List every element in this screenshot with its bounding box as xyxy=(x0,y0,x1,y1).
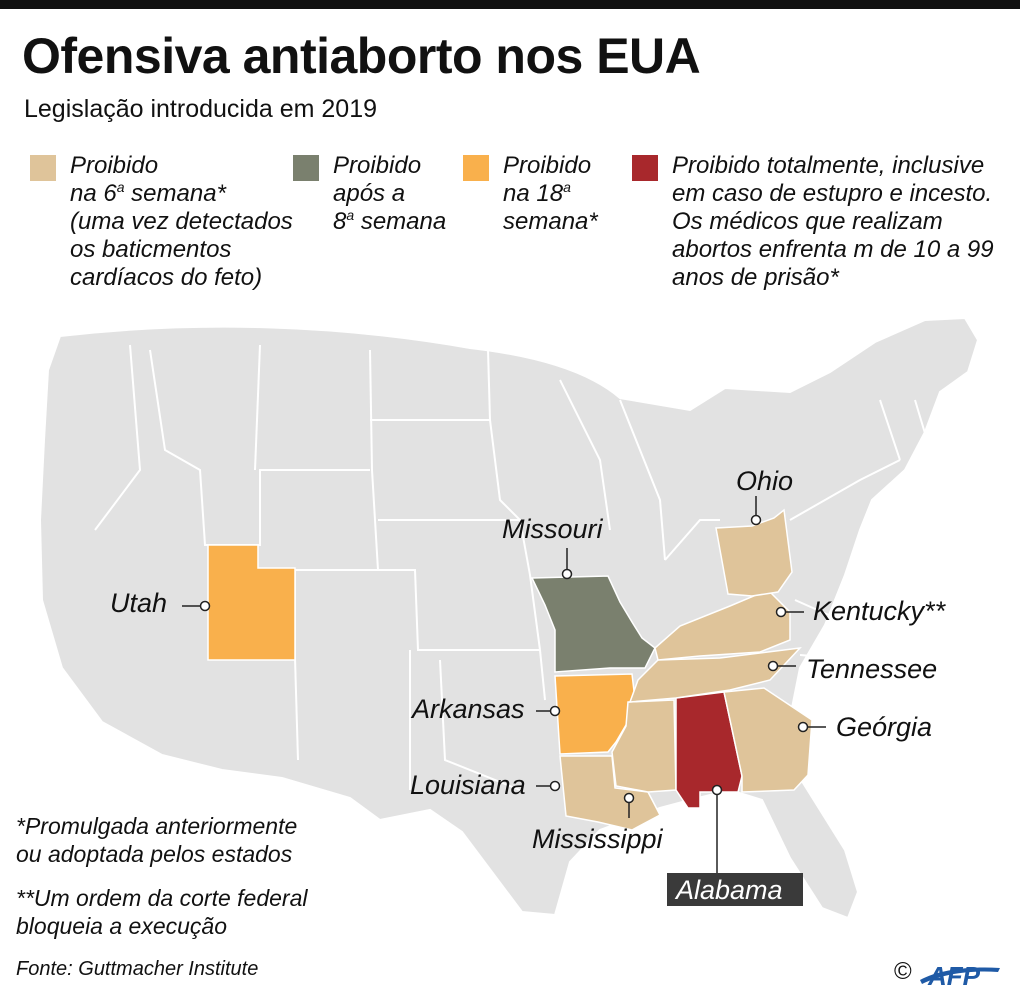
legend-swatch xyxy=(30,155,56,181)
state-border xyxy=(914,399,931,451)
state-border xyxy=(539,649,546,701)
legend-item-18-weeks: Proibido na 18a semana* xyxy=(463,152,598,236)
page-title: Ofensiva antiaborto nos EUA xyxy=(22,28,701,84)
state-border xyxy=(370,419,521,521)
marker-utah xyxy=(199,600,211,612)
legend-line: Proibido xyxy=(333,152,422,179)
afp-logo-text: AFP xyxy=(927,961,981,990)
label-tennessee: Tennessee xyxy=(806,654,937,684)
legend-line: (uma vez detectados xyxy=(70,208,293,235)
legend-line: após a xyxy=(333,180,406,207)
state-border xyxy=(794,599,880,621)
legend-line: Proibido xyxy=(503,152,592,179)
label-utah: Utah xyxy=(110,588,167,618)
legend-line: Proibido xyxy=(70,152,159,179)
footnote-line: ou adoptada pelos estados xyxy=(16,841,293,867)
legend-swatch xyxy=(293,155,319,181)
label-arkansas: Arkansas xyxy=(410,694,525,724)
marker-missouri xyxy=(561,568,573,580)
us-map: Utah Missouri Arkansas Louisiana Mississ… xyxy=(38,316,980,920)
legend-line: 8a semana xyxy=(333,207,447,235)
page-subtitle: Legislação introducida em 2019 xyxy=(24,95,378,123)
copyright-symbol: © xyxy=(894,958,912,985)
label-louisiana: Louisiana xyxy=(410,770,526,800)
marker-georgia xyxy=(797,721,809,733)
state-border xyxy=(149,349,370,546)
legend-line: abortos enfrenta m de 10 a 99 xyxy=(672,236,994,263)
state-border xyxy=(799,654,871,691)
footnote-line: **Um ordem da corte federal xyxy=(16,885,308,911)
legend-item-8-weeks: Proibido após a 8a semana xyxy=(293,152,446,236)
state-border xyxy=(378,519,541,651)
legend-line: Proibido totalmente, inclusive xyxy=(672,152,985,179)
legend-item-total-ban: Proibido totalmente, inclusive em caso d… xyxy=(632,152,994,292)
label-alabama: Alabama xyxy=(674,875,783,905)
footnote-line: bloqueia a execução xyxy=(16,913,227,939)
label-kentucky: Kentucky** xyxy=(813,596,947,626)
state-border xyxy=(439,659,521,791)
label-missouri: Missouri xyxy=(502,514,604,544)
state-border xyxy=(619,399,666,561)
state-border xyxy=(664,519,720,561)
legend-item-6-weeks: Proibido na 6a semana* (uma vez detectad… xyxy=(30,152,293,292)
marker-arkansas xyxy=(549,705,561,717)
state-tennessee xyxy=(628,646,802,703)
internal-borders xyxy=(94,344,931,791)
legend-line: em caso de estupro e incesto. xyxy=(672,180,993,207)
footnote-1: *Promulgada anteriormente ou adoptada pe… xyxy=(16,812,297,868)
label-georgia: Geórgia xyxy=(836,712,932,742)
legend-line: Os médicos que realizam xyxy=(672,208,943,235)
legend-line: semana* xyxy=(503,208,598,235)
afp-logo: AFP xyxy=(920,961,1000,990)
state-border xyxy=(789,459,901,521)
state-border xyxy=(254,344,261,471)
legend-swatch xyxy=(463,155,489,181)
legend-text: Proibido na 6a semana* (uma vez detectad… xyxy=(70,152,293,292)
state-border xyxy=(487,349,491,421)
marker-mississippi xyxy=(623,792,635,804)
state-arkansas xyxy=(554,673,637,755)
state-border xyxy=(294,657,299,761)
callouts xyxy=(182,496,826,876)
marker-ohio xyxy=(750,514,762,526)
footnote-2: **Um ordem da corte federal bloqueia a e… xyxy=(16,884,307,940)
state-border xyxy=(879,399,901,461)
marker-alabama xyxy=(711,784,723,796)
footnote-line: *Promulgada anteriormente xyxy=(16,813,298,839)
label-mississippi: Mississippi xyxy=(532,824,664,854)
legend-line: na 18a xyxy=(503,179,571,207)
state-border xyxy=(369,349,379,571)
state-utah xyxy=(207,544,296,661)
state-georgia xyxy=(723,687,813,793)
legend-line: anos de prisão* xyxy=(672,264,839,291)
legend-swatch xyxy=(632,155,658,181)
label-alabama-bg xyxy=(667,873,803,906)
state-kentucky xyxy=(654,589,791,661)
legend-line: cardíacos do feto) xyxy=(70,264,263,291)
marker-kentucky xyxy=(775,606,787,618)
legend-line: os baticmentos xyxy=(70,236,232,263)
legend-text: Proibido após a 8a semana xyxy=(333,152,446,236)
marker-louisiana xyxy=(549,780,561,792)
state-border xyxy=(94,344,142,531)
state-border xyxy=(559,379,611,531)
state-missouri xyxy=(530,575,656,673)
source-note: Fonte: Guttmacher Institute xyxy=(16,958,259,980)
state-mississippi xyxy=(611,699,677,793)
top-bar xyxy=(0,0,1020,9)
legend-line: na 6a semana* xyxy=(70,179,226,207)
marker-tennessee xyxy=(767,660,779,672)
legend-text: Proibido totalmente, inclusive em caso d… xyxy=(672,152,994,292)
afp-logo-swoosh xyxy=(920,967,1000,984)
label-ohio: Ohio xyxy=(736,466,793,496)
legend-text: Proibido na 18a semana* xyxy=(503,152,598,236)
